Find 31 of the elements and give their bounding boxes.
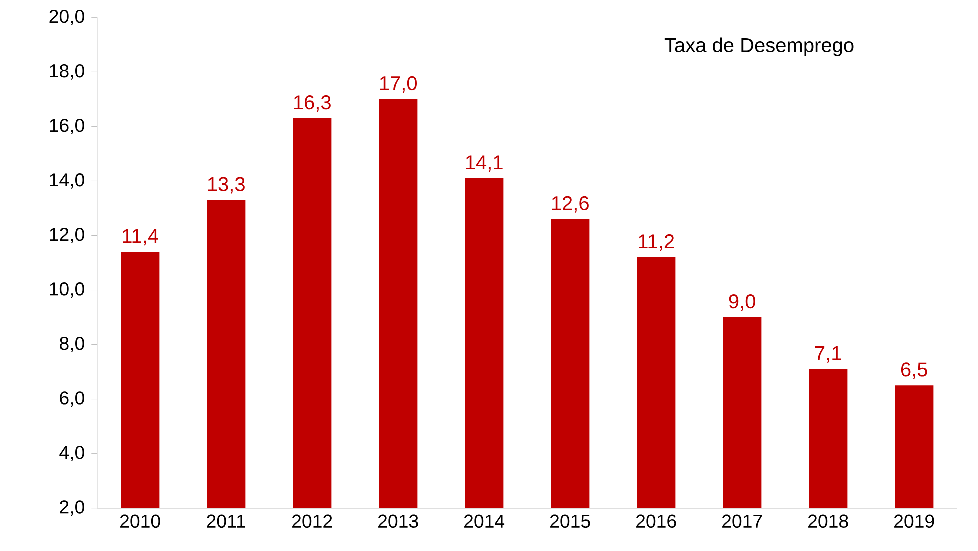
y-tick-label: 10,0 <box>50 282 84 298</box>
y-tick-label: 4,0 <box>60 446 84 462</box>
y-tick-label: 12,0 <box>50 228 84 244</box>
x-tick-label: 2010 <box>120 514 160 528</box>
x-tick-label: 2012 <box>292 514 332 528</box>
y-tick-label: 18,0 <box>50 64 84 80</box>
y-tick-label: 14,0 <box>50 173 84 189</box>
x-tick-label: 2014 <box>464 514 505 528</box>
y-tick-label: 8,0 <box>60 337 84 352</box>
data-label: 12,6 <box>552 196 589 213</box>
y-tick-label: 6,0 <box>60 392 84 407</box>
text: Taxa de Desemprego <box>664 38 854 56</box>
data-label: 17,0 <box>380 76 418 93</box>
data-label: 7,1 <box>815 346 842 363</box>
data-label: 11,4 <box>123 229 158 246</box>
x-tick-label: 2011 <box>207 514 246 528</box>
x-tick-label: 2017 <box>722 514 762 528</box>
x-tick-label: 2013 <box>378 514 418 528</box>
y-tick-label: 2,0 <box>60 500 84 516</box>
data-label: 14,1 <box>466 156 503 172</box>
y-tick-label: 16,0 <box>50 118 84 134</box>
y-tick-label: 20,0 <box>50 10 84 26</box>
x-tick-label: 2015 <box>550 514 590 528</box>
x-tick-label: 2019 <box>894 514 934 528</box>
data-label: 13,3 <box>208 177 245 194</box>
data-label: 9,0 <box>729 294 756 312</box>
data-label: 16,3 <box>294 96 331 112</box>
x-tick-label: 2016 <box>636 514 676 528</box>
data-label: 11,2 <box>639 234 674 252</box>
x-tick-label: 2018 <box>808 514 848 528</box>
data-label: 6,5 <box>901 362 928 380</box>
